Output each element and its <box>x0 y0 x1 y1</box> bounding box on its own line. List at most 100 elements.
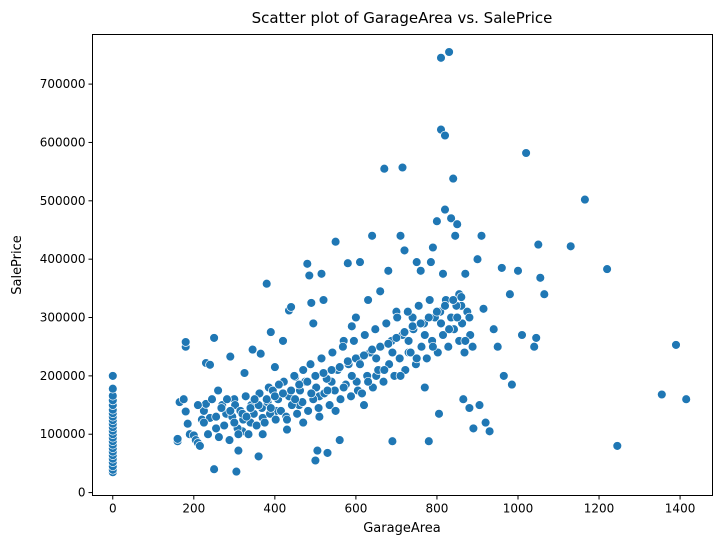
data-point <box>474 400 485 410</box>
data-point <box>286 385 296 396</box>
data-point <box>355 359 365 369</box>
data-point <box>292 409 302 419</box>
data-point <box>203 429 213 439</box>
data-point <box>359 350 369 361</box>
x-tick-label: 200 <box>182 502 205 516</box>
data-point <box>266 403 276 413</box>
x-tick-label: 600 <box>344 502 367 516</box>
data-point <box>446 213 456 224</box>
data-point <box>324 400 335 410</box>
data-point <box>517 330 527 340</box>
data-point <box>313 403 324 413</box>
data-point <box>580 194 590 205</box>
data-point <box>286 302 296 312</box>
data-point <box>289 371 300 381</box>
data-point <box>241 411 252 422</box>
data-point <box>276 406 286 416</box>
data-point <box>274 379 284 390</box>
data-point <box>440 130 450 141</box>
data-point <box>476 231 487 241</box>
data-point <box>539 289 550 299</box>
data-point <box>327 347 338 358</box>
data-point <box>251 420 262 431</box>
data-point <box>513 266 523 276</box>
data-point <box>282 414 292 425</box>
data-point <box>411 353 422 364</box>
data-point <box>316 353 327 364</box>
y-axis-ticks: 0 100000 200000 300000 400000 500000 600000 700… <box>40 77 93 500</box>
data-point <box>349 336 359 346</box>
data-point <box>535 273 546 283</box>
data-point <box>347 321 357 332</box>
data-point <box>413 301 424 311</box>
data-point <box>330 406 341 416</box>
data-point <box>302 376 313 387</box>
x-axis-label: GarageArea <box>363 521 441 536</box>
x-tick-label: 1400 <box>665 502 696 516</box>
data-point <box>456 292 467 302</box>
data-point <box>302 259 313 269</box>
data-point <box>318 368 329 378</box>
data-point <box>308 318 319 329</box>
data-point <box>415 318 426 329</box>
data-point <box>334 435 345 445</box>
data-points <box>108 47 691 477</box>
data-point <box>209 333 219 343</box>
data-point <box>305 359 316 369</box>
data-point <box>359 400 369 410</box>
data-point <box>172 434 183 444</box>
data-point <box>415 266 426 276</box>
data-point <box>436 318 446 329</box>
data-point <box>468 423 479 434</box>
data-point <box>240 391 251 402</box>
data-point <box>375 286 385 297</box>
data-point <box>225 351 236 362</box>
data-point <box>180 406 191 417</box>
data-point <box>533 239 544 250</box>
data-point <box>322 448 333 458</box>
data-point <box>448 295 458 305</box>
data-point <box>420 330 430 340</box>
data-point <box>395 231 406 241</box>
x-tick-label: 1000 <box>503 502 534 516</box>
data-point <box>391 333 402 343</box>
data-point <box>432 216 442 226</box>
data-point <box>467 341 478 352</box>
x-tick-label: 1200 <box>584 502 615 516</box>
data-point <box>394 353 405 364</box>
data-point <box>211 423 221 434</box>
data-point <box>452 219 462 229</box>
data-point <box>363 295 373 305</box>
data-point <box>464 403 475 413</box>
data-point <box>322 385 333 396</box>
data-point <box>436 53 446 63</box>
data-point <box>428 341 438 352</box>
data-point <box>310 455 321 466</box>
data-point <box>480 417 491 428</box>
data-point <box>438 330 448 340</box>
data-point <box>312 445 323 456</box>
data-point <box>225 406 236 416</box>
data-point <box>231 466 242 477</box>
data-point <box>261 278 272 289</box>
data-point <box>222 394 232 404</box>
data-point <box>351 312 361 323</box>
data-point <box>428 242 438 253</box>
data-point <box>338 382 349 393</box>
data-point <box>370 324 381 334</box>
y-tick-label: 500000 <box>40 194 86 208</box>
data-point <box>243 429 254 439</box>
data-point <box>193 400 203 410</box>
data-point <box>424 312 434 323</box>
data-point <box>357 388 367 399</box>
data-point <box>407 321 418 332</box>
data-point <box>424 295 435 305</box>
data-point <box>497 263 507 273</box>
data-point <box>214 432 224 442</box>
data-point <box>405 347 416 358</box>
data-point <box>211 411 221 422</box>
data-point <box>458 394 469 404</box>
data-point <box>399 327 410 337</box>
data-point <box>505 289 515 299</box>
data-point <box>612 441 623 451</box>
